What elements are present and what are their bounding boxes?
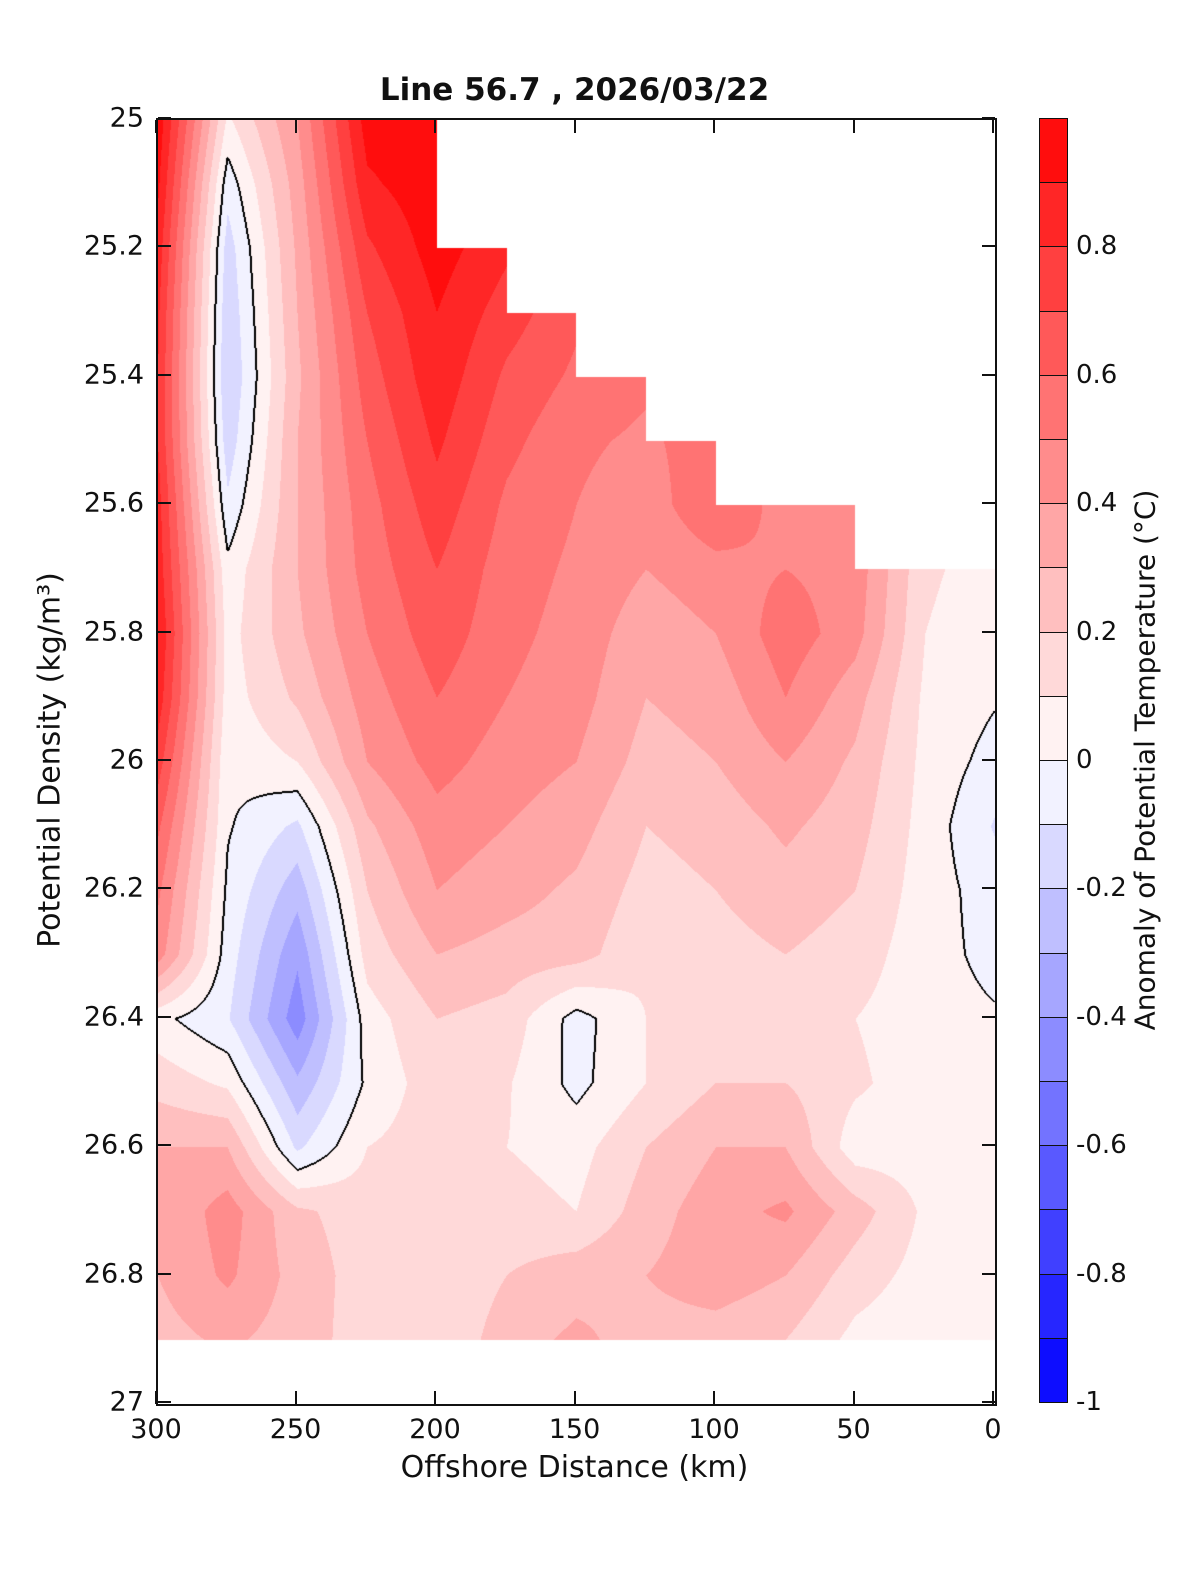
axis-tick [158,245,171,248]
axis-tick [852,1391,855,1404]
colorbar-tick-label: 0.6 [1076,359,1118,390]
colorbar-segment [1039,1337,1068,1403]
axis-tick [158,887,171,890]
colorbar-segment [1039,695,1068,761]
y-tick-label: 26.4 [83,1001,144,1033]
colorbar-segment [1039,760,1068,826]
colorbar-segment [1039,631,1068,697]
plot-area [156,118,997,1406]
axis-tick [982,1272,995,1275]
axis-tick [158,630,171,633]
x-tick-label: 150 [548,1414,601,1445]
axis-tick [158,117,171,119]
axis-tick [982,887,995,890]
colorbar-tick-label: 0.2 [1076,616,1118,647]
axis-tick [294,120,297,133]
axis-tick [982,245,995,248]
axis-tick [294,1391,297,1404]
colorbar-segment [1039,824,1068,890]
axis-tick [155,1391,157,1404]
colorbar-segment [1039,374,1068,440]
axis-tick [158,1401,171,1403]
y-tick-label: 25.8 [83,616,144,648]
x-tick-label: 300 [130,1414,182,1445]
colorbar-segment [1039,1273,1068,1339]
axis-tick [713,120,715,133]
x-tick-label: 0 [984,1414,1002,1445]
colorbar-tick-label: 0.8 [1076,231,1118,262]
x-tick-label: 200 [409,1414,461,1445]
axis-tick [982,759,995,761]
colorbar [1039,118,1068,1403]
axis-tick [158,373,171,376]
y-tick-label: 26.6 [83,1129,144,1161]
axis-tick [158,1015,171,1018]
y-axis-label: Potential Density (kg/m³) [32,572,68,948]
colorbar-tick-label: -0.2 [1076,873,1127,904]
axis-tick [434,120,436,133]
x-axis-label: Offshore Distance (km) [400,1450,749,1485]
axis-tick [434,1391,436,1404]
axis-tick [158,1144,171,1147]
colorbar-segment [1039,182,1068,248]
colorbar-tick-label: -0.8 [1076,1258,1127,1289]
chart-title: Line 56.7 , 2026/03/22 [379,72,770,108]
colorbar-segment [1039,888,1068,954]
y-tick-label: 26.8 [83,1258,144,1290]
axis-tick [982,1015,995,1018]
y-tick-label: 26 [109,744,144,776]
y-tick-label: 25.4 [83,359,144,391]
axis-tick [573,120,576,133]
axis-tick [992,1391,994,1404]
axis-tick [982,1144,995,1147]
colorbar-tick-label: 0 [1076,745,1093,775]
y-tick-label: 26.2 [83,872,144,904]
axis-tick [158,1272,171,1275]
x-tick-label: 100 [688,1414,740,1445]
contour-field-canvas [158,120,995,1404]
colorbar-segment [1039,118,1068,184]
axis-tick [982,373,995,376]
axis-tick [155,120,157,133]
colorbar-segment [1039,503,1068,569]
x-tick-label: 250 [269,1414,322,1445]
axis-tick [852,120,855,133]
colorbar-segment [1039,567,1068,633]
colorbar-segment [1039,1209,1068,1275]
colorbar-segment [1039,246,1068,312]
colorbar-segment [1039,1145,1068,1211]
axis-tick [982,502,995,505]
axis-tick [982,630,995,633]
colorbar-segment [1039,439,1068,505]
x-tick-label: 50 [836,1414,871,1445]
colorbar-tick-label: 0.4 [1076,488,1118,519]
y-tick-label: 25 [109,102,144,134]
axis-tick [992,120,994,133]
colorbar-segment [1039,1081,1068,1147]
colorbar-segment [1039,1016,1068,1082]
axis-tick [158,759,171,761]
y-tick-label: 25.2 [83,230,144,262]
colorbar-segment [1039,952,1068,1018]
y-tick-label: 27 [109,1386,144,1418]
axis-tick [982,1401,995,1403]
axis-tick [982,117,995,119]
axis-tick [713,1391,715,1404]
colorbar-segment [1039,310,1068,376]
colorbar-label: Anomaly of Potential Temperature (°C) [1128,489,1162,1031]
colorbar-tick-label: -1 [1076,1387,1102,1417]
y-tick-label: 25.6 [83,487,144,519]
axis-tick [158,502,171,505]
axis-tick [573,1391,576,1404]
colorbar-tick-label: -0.4 [1076,1001,1127,1032]
colorbar-tick-label: -0.6 [1076,1130,1127,1161]
